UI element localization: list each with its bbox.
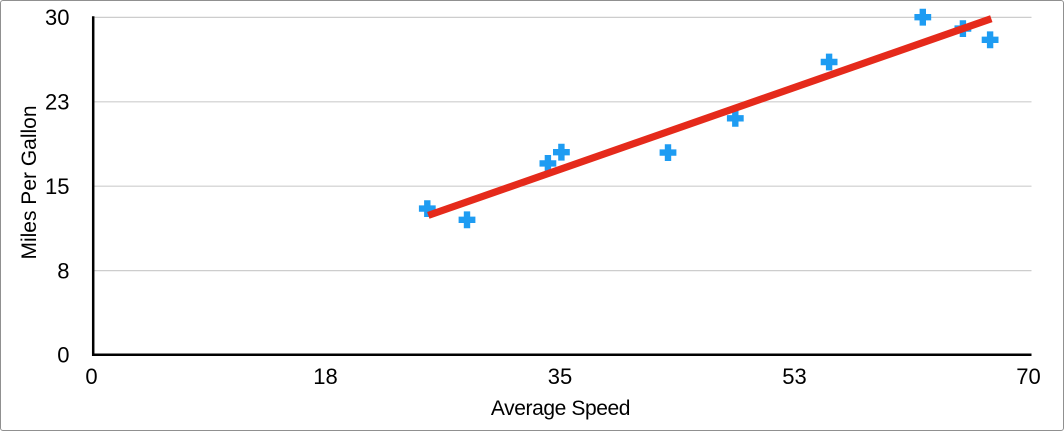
svg-text:70: 70 — [1016, 364, 1040, 389]
svg-text:Miles Per Gallon: Miles Per Gallon — [18, 105, 41, 259]
svg-text:23: 23 — [45, 90, 69, 115]
svg-text:8: 8 — [57, 258, 69, 283]
svg-text:15: 15 — [45, 174, 69, 199]
svg-text:35: 35 — [548, 364, 572, 389]
svg-text:0: 0 — [57, 343, 69, 368]
svg-text:18: 18 — [313, 364, 337, 389]
svg-text:0: 0 — [85, 364, 97, 389]
svg-text:30: 30 — [45, 5, 69, 30]
svg-text:Average Speed: Average Speed — [491, 397, 630, 420]
svg-text:53: 53 — [782, 364, 806, 389]
